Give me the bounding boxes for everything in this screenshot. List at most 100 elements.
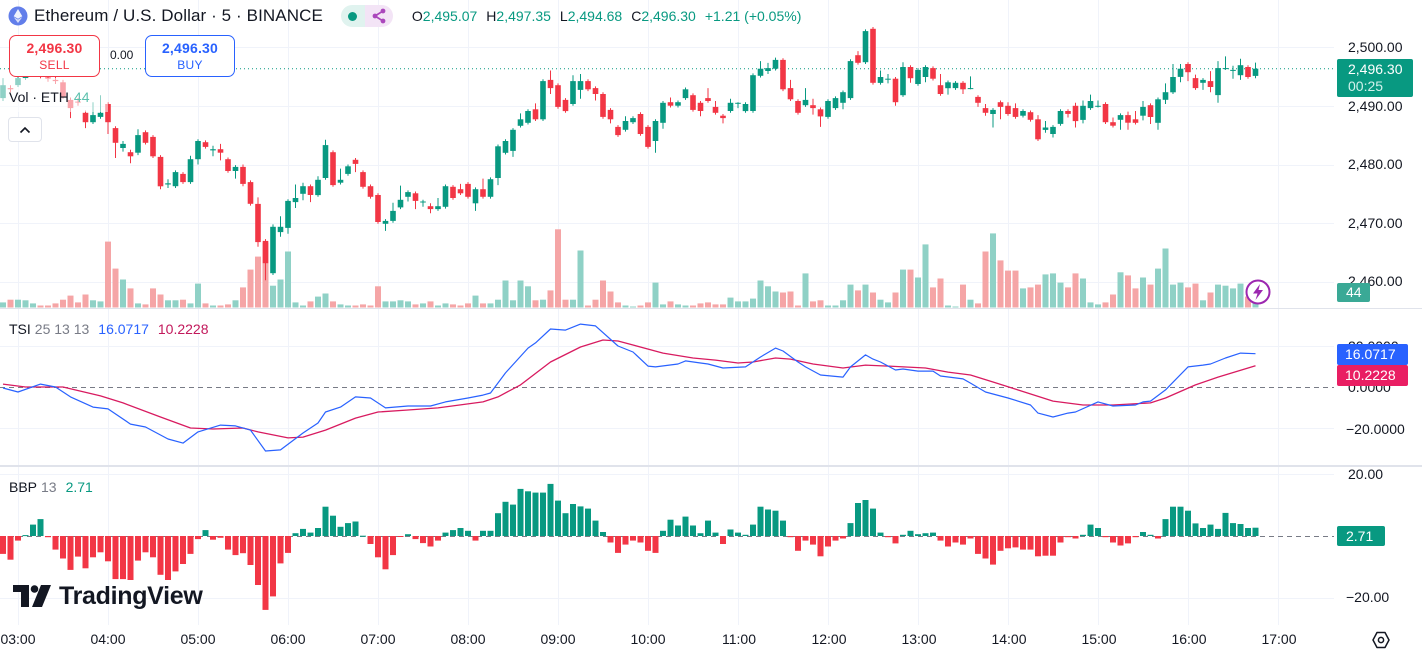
volume-bar xyxy=(720,304,726,308)
candle xyxy=(1065,109,1071,118)
bbp-bar xyxy=(225,536,231,550)
tsi-legend[interactable]: TSI 25 13 13 16.0717 10.2228 xyxy=(9,321,209,337)
volume-bar xyxy=(90,300,96,308)
candle-body xyxy=(712,106,719,113)
bbp-bar xyxy=(67,536,74,570)
volume-bar xyxy=(480,303,486,308)
bbp-bar xyxy=(757,506,764,536)
volume-bar xyxy=(187,303,194,308)
candle-body xyxy=(322,145,329,178)
collapse-legend-button[interactable] xyxy=(8,117,42,142)
candle-body xyxy=(352,159,359,164)
candle xyxy=(810,98,816,115)
candle-body xyxy=(825,101,831,117)
candle-body xyxy=(255,203,261,243)
volume-bar xyxy=(802,273,809,308)
tsi-value: 16.0717 xyxy=(98,321,149,337)
volume-bar xyxy=(180,299,186,308)
candle-body xyxy=(705,98,711,101)
candle-body xyxy=(480,189,486,197)
bbp-bar xyxy=(922,533,929,536)
candle-body xyxy=(1102,104,1109,123)
candle-body xyxy=(930,68,936,79)
price-axis-label: 2,480.00 xyxy=(1348,156,1403,172)
buy-label: BUY xyxy=(177,58,203,72)
candle xyxy=(322,139,329,180)
chart-canvas[interactable] xyxy=(0,0,1334,625)
candle-body xyxy=(285,200,291,228)
sell-button[interactable]: 2,496.30 SELL xyxy=(9,35,100,77)
candle xyxy=(165,179,171,188)
volume-bar xyxy=(1020,288,1026,308)
time-axis-label: 05:00 xyxy=(180,631,216,647)
candle-body xyxy=(247,182,254,204)
bbp-bar xyxy=(112,536,119,580)
current-price-tag[interactable]: 2,496.30 00:25 xyxy=(1337,59,1413,97)
volume-bar xyxy=(405,301,411,308)
bbp-bar xyxy=(120,536,126,580)
bbp-bar xyxy=(930,532,936,536)
candle-body xyxy=(750,75,756,111)
candle xyxy=(135,129,141,156)
candle xyxy=(1245,65,1251,79)
volume-bar xyxy=(517,280,524,308)
candle-body xyxy=(1005,105,1011,114)
bbp-bar xyxy=(967,536,974,539)
market-open-dot-icon xyxy=(348,11,358,21)
candle-body xyxy=(555,85,561,107)
volume-legend[interactable]: Vol · ETH 44 xyxy=(9,89,89,105)
bbp-bar xyxy=(870,508,876,536)
candle xyxy=(1020,109,1026,118)
volume-bar xyxy=(1155,268,1161,308)
volume-bar xyxy=(150,288,156,308)
bbp-bar xyxy=(675,525,681,536)
pane-separator-tsi-bbp[interactable] xyxy=(0,465,1422,467)
candle-body xyxy=(262,240,269,264)
bbp-bar xyxy=(210,536,216,540)
candle-body xyxy=(435,206,441,210)
pane-separator-volume-tsi[interactable] xyxy=(0,308,1422,309)
bbp-bar xyxy=(472,536,479,541)
candle xyxy=(660,101,666,129)
candle-body xyxy=(997,102,1004,107)
volume-bar xyxy=(712,304,719,308)
candle-body xyxy=(457,189,464,194)
bbp-bar xyxy=(360,535,366,537)
candle xyxy=(360,170,366,189)
buy-button[interactable]: 2,496.30 BUY xyxy=(145,35,235,77)
candle-body xyxy=(472,189,479,204)
candle xyxy=(1050,125,1056,138)
candle-body xyxy=(990,109,996,114)
price-axis-label: 2,490.00 xyxy=(1348,98,1403,114)
volume-bar xyxy=(660,304,666,308)
bbp-bar xyxy=(435,536,441,541)
tradingview-logo[interactable]: TradingView xyxy=(13,582,203,610)
candle xyxy=(1117,113,1124,130)
candle xyxy=(562,98,569,113)
bbp-legend[interactable]: BBP 13 2.71 xyxy=(9,479,93,495)
volume-bar xyxy=(292,302,299,308)
bbp-bar xyxy=(1245,528,1251,536)
bbp-bar xyxy=(322,506,329,536)
candle-body xyxy=(982,108,989,113)
lightning-icon[interactable] xyxy=(1245,279,1271,305)
symbol-title[interactable]: Ethereum / U.S. Dollar · 5 · BINANCE xyxy=(34,6,323,25)
candle-body xyxy=(345,166,351,174)
chart-settings-icon[interactable] xyxy=(1371,630,1391,650)
candle xyxy=(405,190,411,202)
open-value: 2,495.07 xyxy=(422,8,478,24)
volume-bar xyxy=(1245,296,1251,308)
candle xyxy=(457,183,464,195)
bbp-bar xyxy=(1140,532,1146,536)
volume-bar xyxy=(667,301,674,308)
candle-body xyxy=(1170,77,1176,93)
candle xyxy=(877,70,884,85)
candle xyxy=(825,99,831,119)
candle-body xyxy=(877,77,884,83)
candle-body xyxy=(607,109,614,120)
candle xyxy=(427,203,434,214)
bbp-bar xyxy=(285,536,291,553)
candle-body xyxy=(510,129,516,151)
status-pill[interactable] xyxy=(340,5,393,27)
candle-body xyxy=(112,128,119,143)
